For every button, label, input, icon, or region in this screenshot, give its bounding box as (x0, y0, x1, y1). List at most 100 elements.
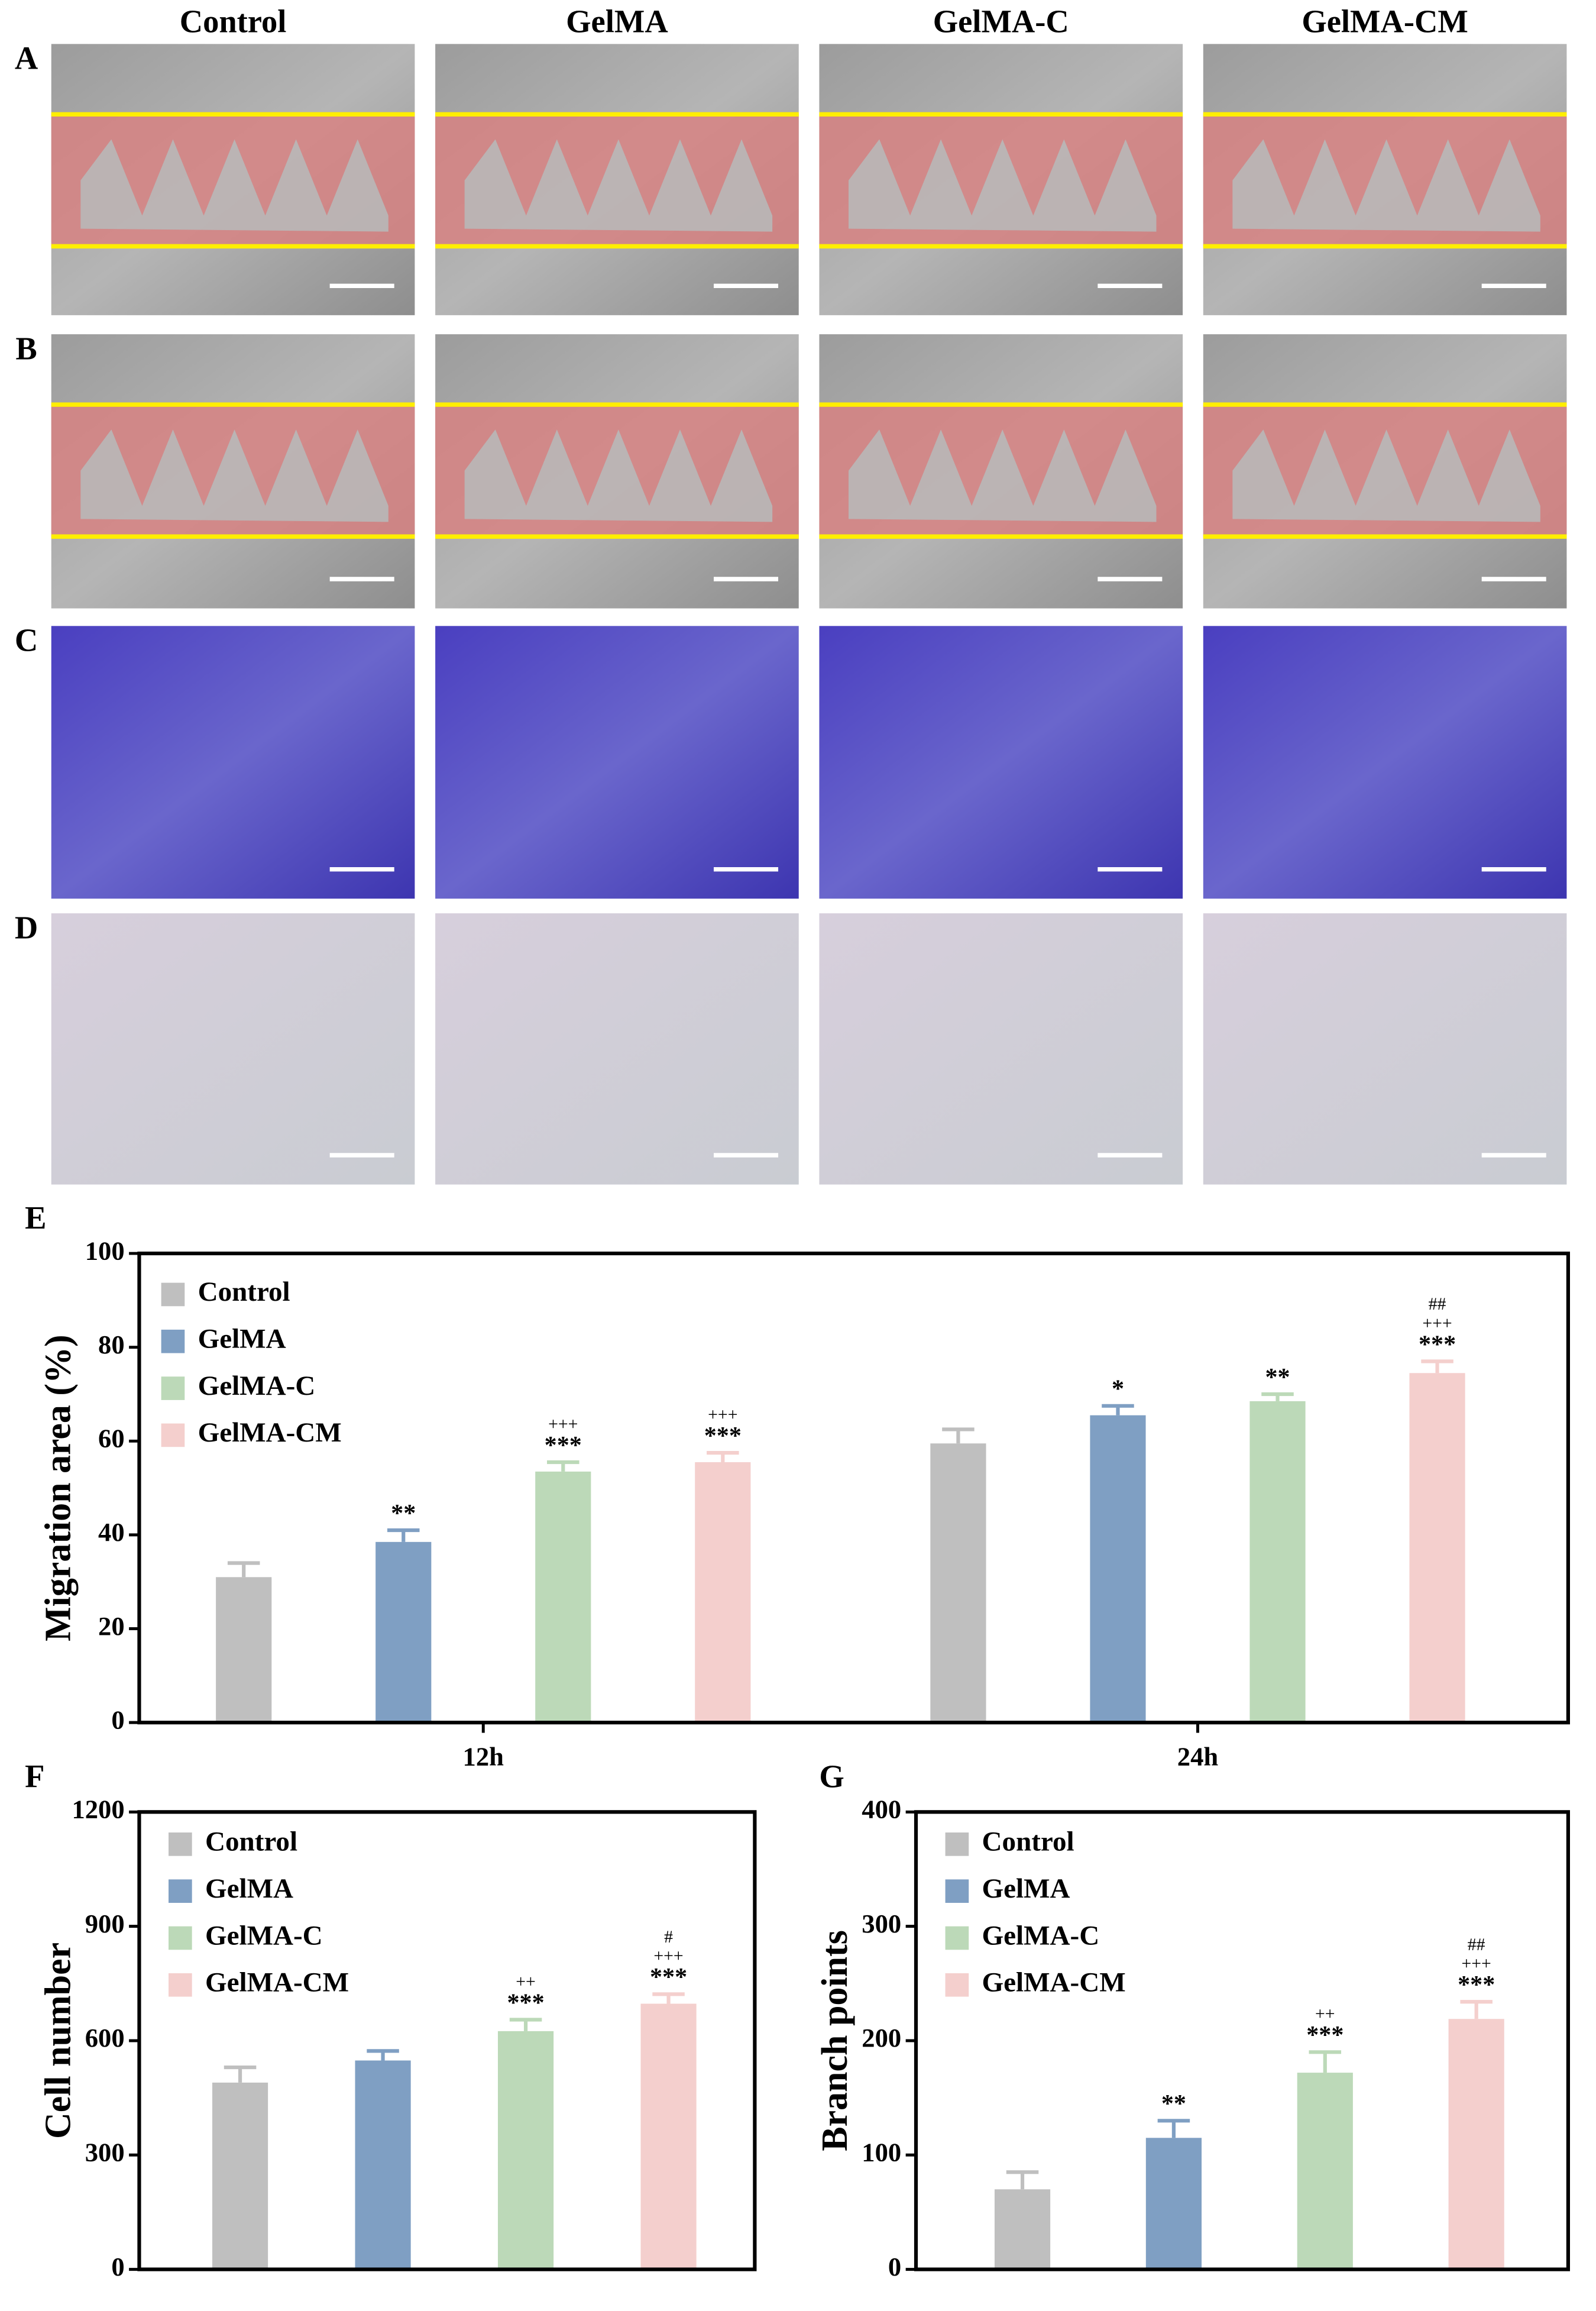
significance-label: *** (507, 1989, 544, 2016)
y-tick-label: 0 (888, 2252, 901, 2281)
error-bar (509, 2018, 542, 2031)
significance-label: ** (1265, 1363, 1290, 1391)
bar (212, 2082, 268, 2270)
significance-label: +++ (548, 1414, 578, 1434)
legend-label: GelMA-C (205, 1920, 323, 1951)
significance-label: ++ (516, 1971, 536, 1991)
micrograph (435, 626, 799, 899)
gap (1232, 139, 1540, 232)
y-tick-label: 300 (862, 1909, 901, 1938)
error-bar (707, 1451, 739, 1462)
gap (464, 429, 773, 522)
error-bar (1157, 2119, 1190, 2138)
legend-swatch (169, 1973, 192, 1997)
y-tick-label: 300 (85, 2138, 125, 2167)
bar (1090, 1415, 1146, 1723)
significance-label: # (664, 1927, 673, 1947)
bar (535, 1471, 591, 1723)
row-label: D (15, 909, 38, 945)
error-bar (1006, 2170, 1039, 2190)
legend-label: GelMA-C (198, 1371, 316, 1401)
significance-label: *** (1458, 1971, 1495, 1999)
significance-label: +++ (1462, 1954, 1491, 1973)
bar (375, 1541, 432, 1723)
legend-swatch (161, 1376, 185, 1400)
legend-swatch (945, 1832, 969, 1856)
error-bar (227, 1561, 260, 1578)
legend-swatch (945, 1879, 969, 1903)
error-bar (387, 1528, 420, 1542)
significance-label: *** (650, 1963, 687, 1991)
plot-frame (914, 1810, 1571, 2271)
micrograph (51, 913, 415, 1185)
y-tick-label: 400 (862, 1795, 901, 1824)
bar (1145, 2138, 1202, 2270)
significance-label: +++ (653, 1946, 683, 1966)
error-bar (367, 2049, 399, 2061)
significance-label: ## (1429, 1294, 1446, 1314)
bar (1448, 2019, 1504, 2270)
y-tick-label: 80 (98, 1330, 125, 1359)
error-bar (547, 1460, 580, 1472)
legend-label: GelMA-CM (982, 1967, 1126, 1998)
error-bar (652, 1992, 685, 2004)
bar (355, 2060, 411, 2270)
legend-swatch (169, 1832, 192, 1856)
significance-label: * (1112, 1375, 1124, 1403)
bar (1409, 1373, 1465, 1723)
legend-label: GelMA-C (982, 1920, 1100, 1951)
significance-label: *** (1419, 1330, 1456, 1358)
legend-swatch (161, 1423, 185, 1447)
significance-label: *** (704, 1422, 742, 1450)
legend-label: GelMA-CM (198, 1417, 342, 1448)
y-tick-label: 0 (111, 2252, 124, 2281)
error-bar (1309, 2050, 1342, 2073)
y-axis-label: Branch points (815, 1930, 855, 2151)
legend-label: Control (198, 1276, 290, 1307)
micrograph (819, 626, 1183, 899)
y-tick-label: 900 (85, 1909, 125, 1938)
gap (464, 139, 773, 232)
error-bar (1261, 1392, 1294, 1401)
gap (1232, 429, 1540, 522)
significance-label: +++ (708, 1405, 737, 1424)
plot-frame (137, 1251, 1571, 1725)
legend-swatch (169, 1926, 192, 1950)
row-label: B (15, 330, 37, 366)
bar (216, 1577, 272, 1723)
legend-label: GelMA-CM (205, 1967, 349, 1998)
bar (497, 2031, 554, 2270)
legend-swatch (161, 1282, 185, 1307)
y-tick-label: 40 (98, 1517, 125, 1547)
panel-label: F (25, 1758, 44, 1794)
legend-label: GelMA (198, 1324, 286, 1355)
micrograph (51, 626, 415, 899)
y-tick-label: 100 (85, 1236, 125, 1265)
micrograph (435, 913, 799, 1185)
significance-label: *** (545, 1431, 582, 1459)
significance-label: +++ (1422, 1313, 1452, 1333)
legend-label: Control (982, 1827, 1074, 1857)
column-header: GelMA-CM (1302, 4, 1468, 40)
y-tick-label: 0 (111, 1705, 124, 1734)
micrographs (51, 44, 1567, 1185)
bar (994, 2189, 1051, 2270)
x-tick-label: 12h (463, 1741, 504, 1771)
column-header: Control (180, 4, 287, 40)
bar (695, 1462, 751, 1723)
column-header: GelMA-C (933, 4, 1069, 40)
x-tick-label: 24h (1177, 1741, 1219, 1771)
legend-swatch (161, 1329, 185, 1353)
y-axis-label: Cell number (38, 1942, 78, 2139)
micrograph (819, 913, 1183, 1185)
row-label: A (15, 40, 38, 76)
gap (80, 139, 389, 232)
y-tick-label: 600 (85, 2023, 125, 2053)
bar (1249, 1401, 1306, 1723)
micrograph (1203, 913, 1567, 1185)
y-tick-label: 20 (98, 1611, 125, 1641)
bar (640, 2003, 697, 2270)
significance-label: ++ (1315, 2004, 1335, 2024)
error-bar (942, 1427, 975, 1444)
